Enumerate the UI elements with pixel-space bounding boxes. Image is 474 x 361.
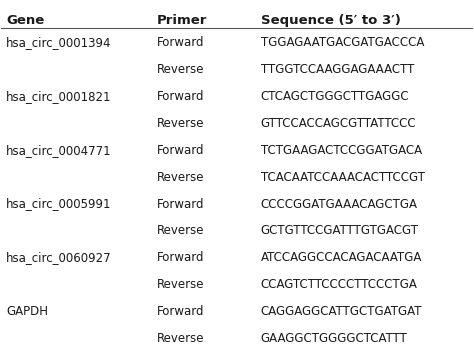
Text: CTCAGCTGGGCTTGAGGC: CTCAGCTGGGCTTGAGGC (261, 90, 409, 103)
Text: Gene: Gene (6, 14, 45, 27)
Text: Reverse: Reverse (157, 278, 204, 291)
Text: GAAGGCTGGGGCTCATTT: GAAGGCTGGGGCTCATTT (261, 332, 408, 345)
Text: Reverse: Reverse (157, 225, 204, 238)
Text: Forward: Forward (157, 144, 204, 157)
Text: TTGGTCCAAGGAGAAACTT: TTGGTCCAAGGAGAAACTT (261, 63, 414, 76)
Text: TCACAATCCAAACACTTCCGT: TCACAATCCAAACACTTCCGT (261, 171, 425, 184)
Text: ATCCAGGCCACAGACAATGA: ATCCAGGCCACAGACAATGA (261, 251, 422, 264)
Text: hsa_circ_0004771: hsa_circ_0004771 (6, 144, 112, 157)
Text: TCTGAAGACTCCGGATGACA: TCTGAAGACTCCGGATGACA (261, 144, 422, 157)
Text: Forward: Forward (157, 251, 204, 264)
Text: hsa_circ_0001821: hsa_circ_0001821 (6, 90, 111, 103)
Text: Forward: Forward (157, 197, 204, 210)
Text: Sequence (5′ to 3′): Sequence (5′ to 3′) (261, 14, 401, 27)
Text: CAGGAGGCATTGCTGATGAT: CAGGAGGCATTGCTGATGAT (261, 305, 422, 318)
Text: hsa_circ_0001394: hsa_circ_0001394 (6, 36, 111, 49)
Text: GTTCCACCAGCGTTATTCCC: GTTCCACCAGCGTTATTCCC (261, 117, 416, 130)
Text: CCCCGGATGAAACAGCTGA: CCCCGGATGAAACAGCTGA (261, 197, 418, 210)
Text: Primer: Primer (157, 14, 207, 27)
Text: hsa_circ_0060927: hsa_circ_0060927 (6, 251, 112, 264)
Text: Reverse: Reverse (157, 117, 204, 130)
Text: GAPDH: GAPDH (6, 305, 48, 318)
Text: Forward: Forward (157, 90, 204, 103)
Text: TGGAGAATGACGATGACCCA: TGGAGAATGACGATGACCCA (261, 36, 424, 49)
Text: Forward: Forward (157, 36, 204, 49)
Text: Reverse: Reverse (157, 171, 204, 184)
Text: GCTGTTCCGATTTGTGACGT: GCTGTTCCGATTTGTGACGT (261, 225, 419, 238)
Text: Forward: Forward (157, 305, 204, 318)
Text: Reverse: Reverse (157, 63, 204, 76)
Text: hsa_circ_0005991: hsa_circ_0005991 (6, 197, 111, 210)
Text: Reverse: Reverse (157, 332, 204, 345)
Text: CCAGTCTTCCCCTTCCCTGA: CCAGTCTTCCCCTTCCCTGA (261, 278, 418, 291)
